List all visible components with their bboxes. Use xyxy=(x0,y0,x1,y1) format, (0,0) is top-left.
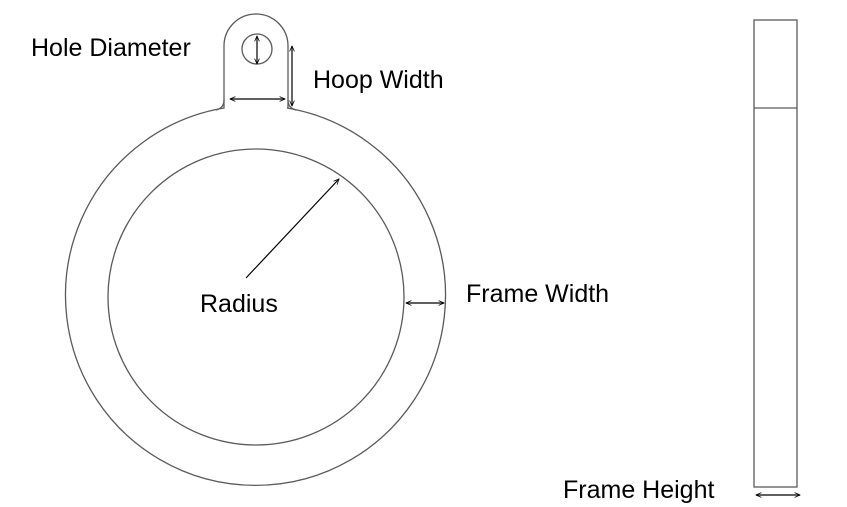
radius-label: Radius xyxy=(200,290,278,318)
hoop-width-label: Hoop Width xyxy=(313,66,444,94)
frame-height-label: Frame Height xyxy=(563,476,714,504)
outer-ring-with-tab xyxy=(64,13,447,486)
hole-diameter-label: Hole Diameter xyxy=(31,34,191,62)
side-view-frame-bar xyxy=(753,19,798,488)
tab-left-fillet xyxy=(215,99,225,111)
frame-width-label: Frame Width xyxy=(466,280,609,308)
radius-dimension-arrow xyxy=(245,179,339,279)
inner-ring xyxy=(107,148,405,446)
